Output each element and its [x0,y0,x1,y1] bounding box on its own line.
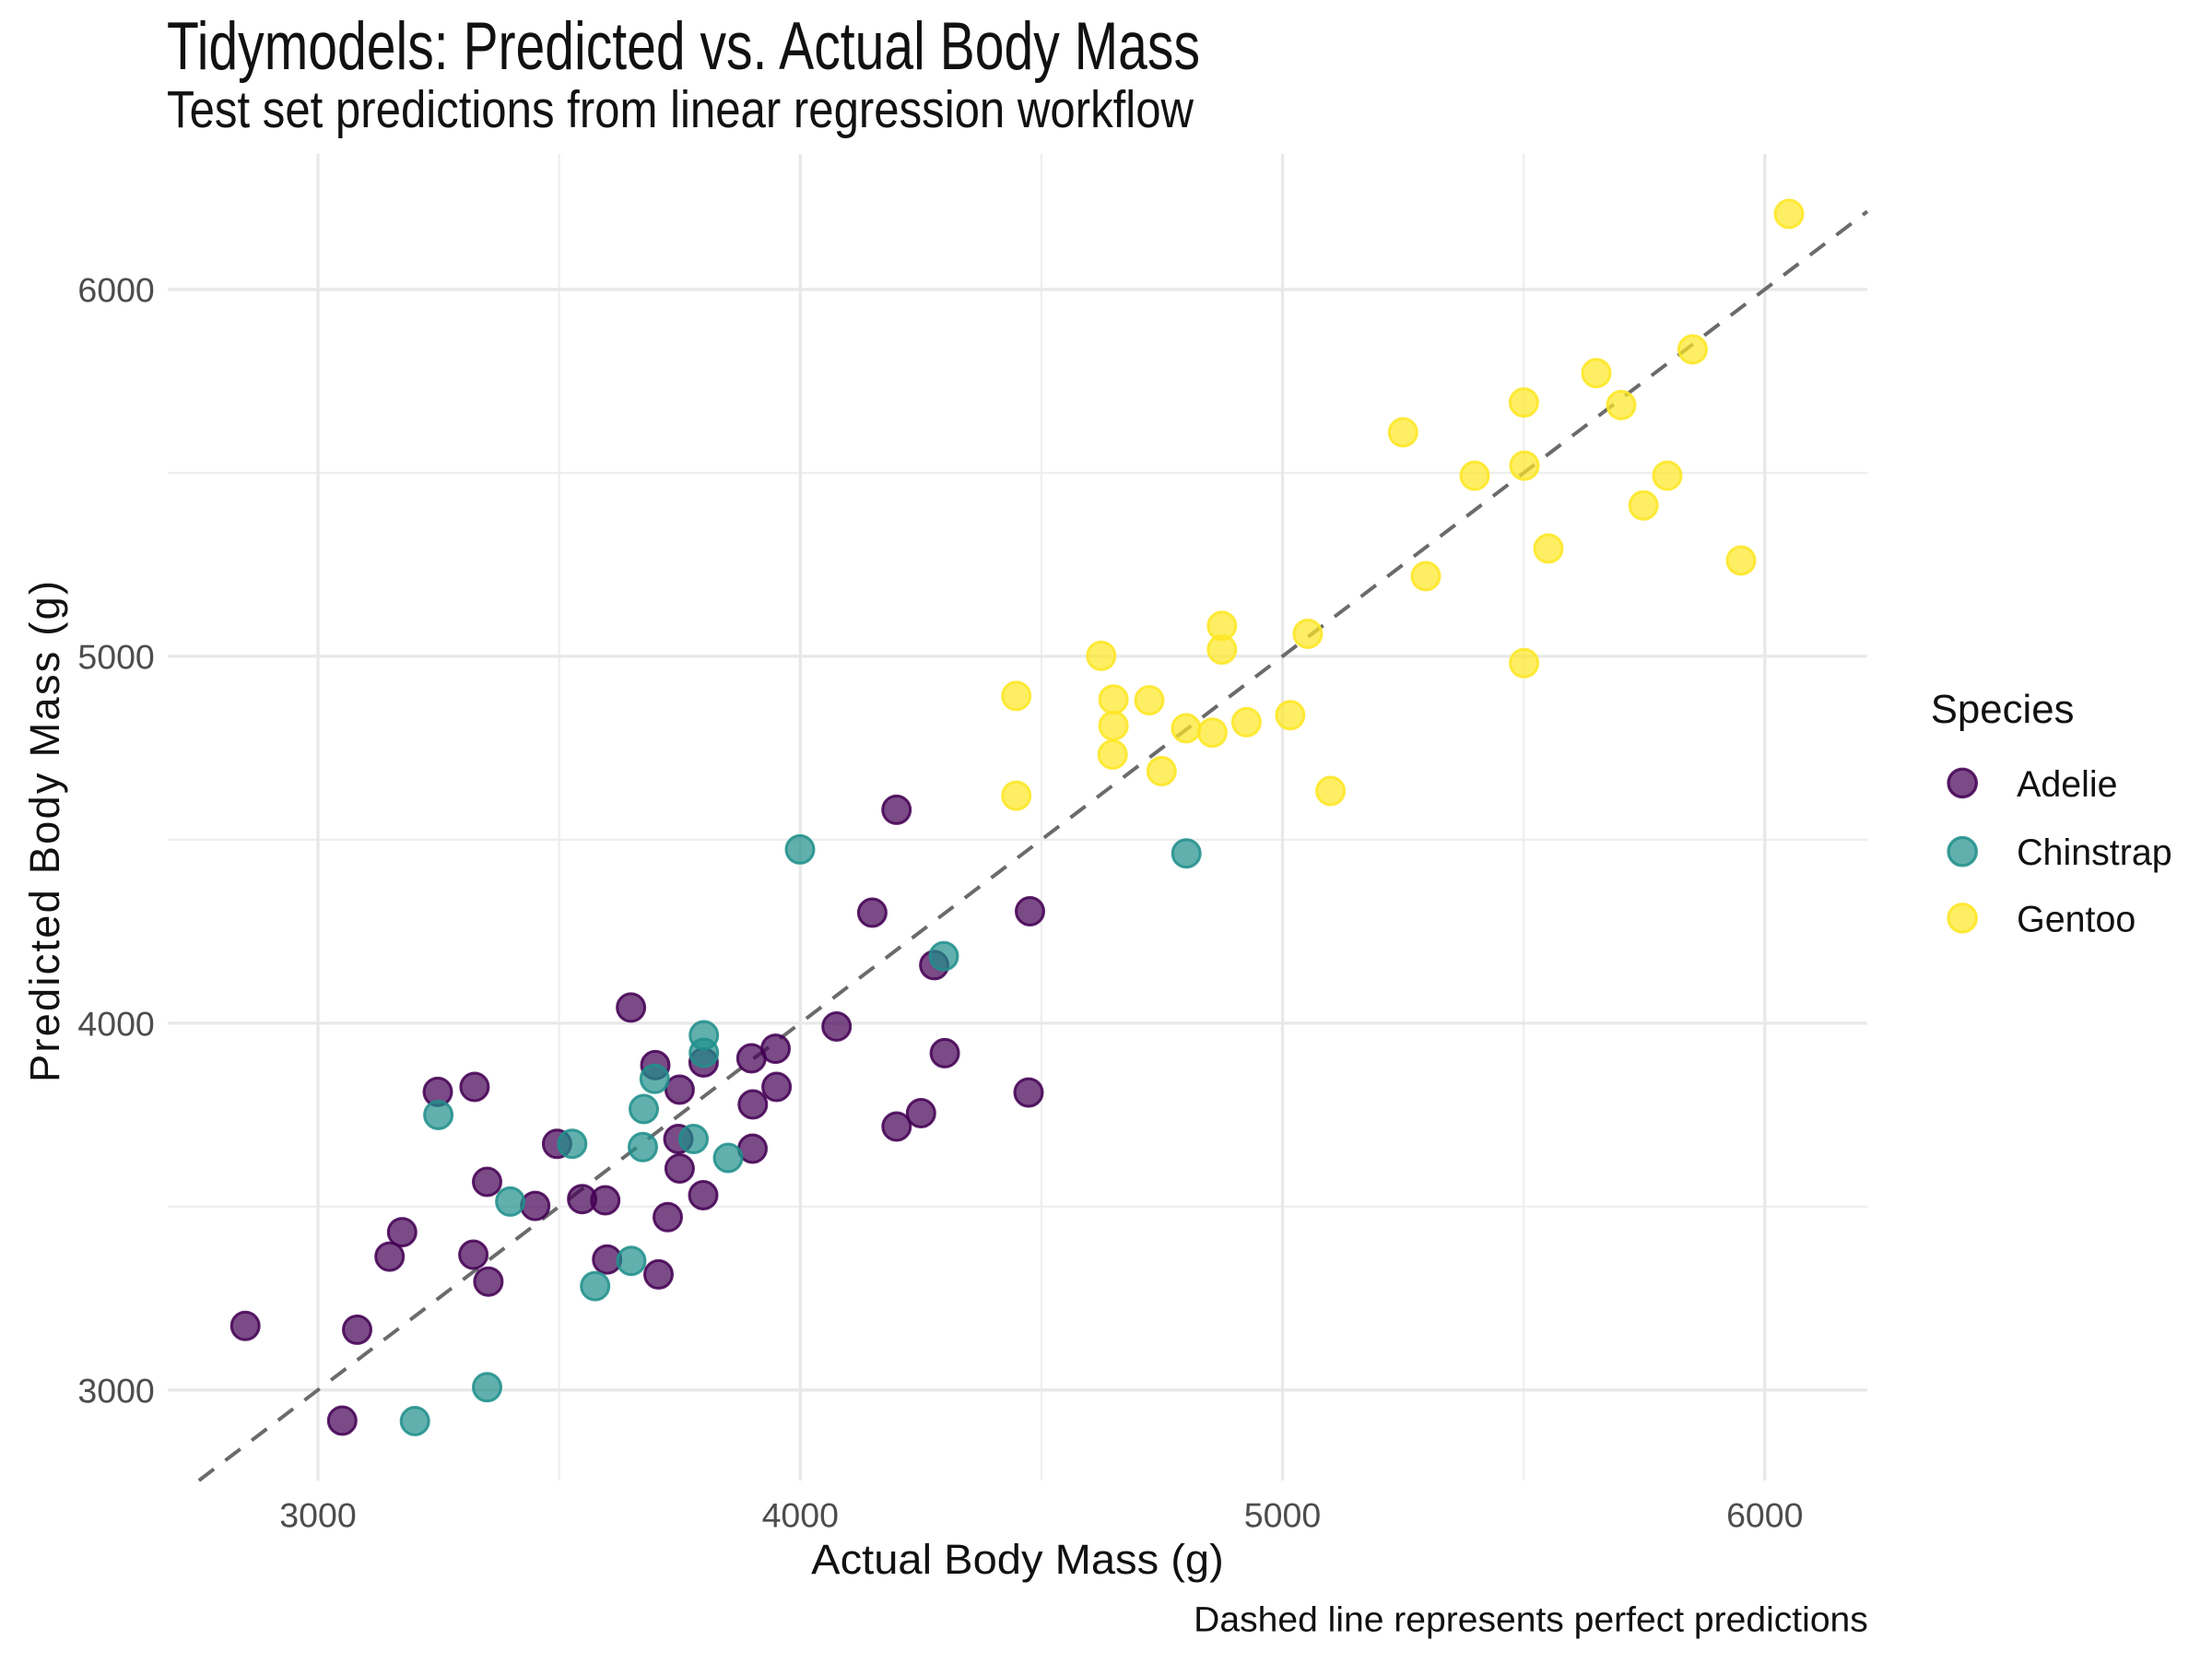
svg-text:3000: 3000 [77,1372,154,1410]
svg-text:Chinstrap: Chinstrap [2017,832,2172,873]
svg-text:Adelie: Adelie [2017,764,2118,805]
svg-text:3000: 3000 [279,1495,356,1534]
svg-text:4000: 4000 [762,1495,839,1534]
svg-text:Predicted Body Mass (g): Predicted Body Mass (g) [21,581,68,1082]
svg-text:5000: 5000 [77,638,154,677]
svg-text:6000: 6000 [77,271,154,310]
svg-text:Gentoo: Gentoo [2017,899,2136,939]
svg-text:Actual Body Mass (g): Actual Body Mass (g) [811,1536,1224,1583]
svg-text:Test set predictions from line: Test set predictions from linear regress… [167,80,1194,138]
svg-text:Dashed line represents perfect: Dashed line represents perfect predictio… [1194,1600,1868,1639]
svg-text:6000: 6000 [1726,1495,1803,1534]
svg-text:Tidymodels: Predicted vs. Actu: Tidymodels: Predicted vs. Actual Body Ma… [167,9,1200,84]
svg-text:4000: 4000 [77,1005,154,1044]
svg-text:5000: 5000 [1244,1495,1321,1534]
svg-text:Species: Species [1931,687,2075,732]
